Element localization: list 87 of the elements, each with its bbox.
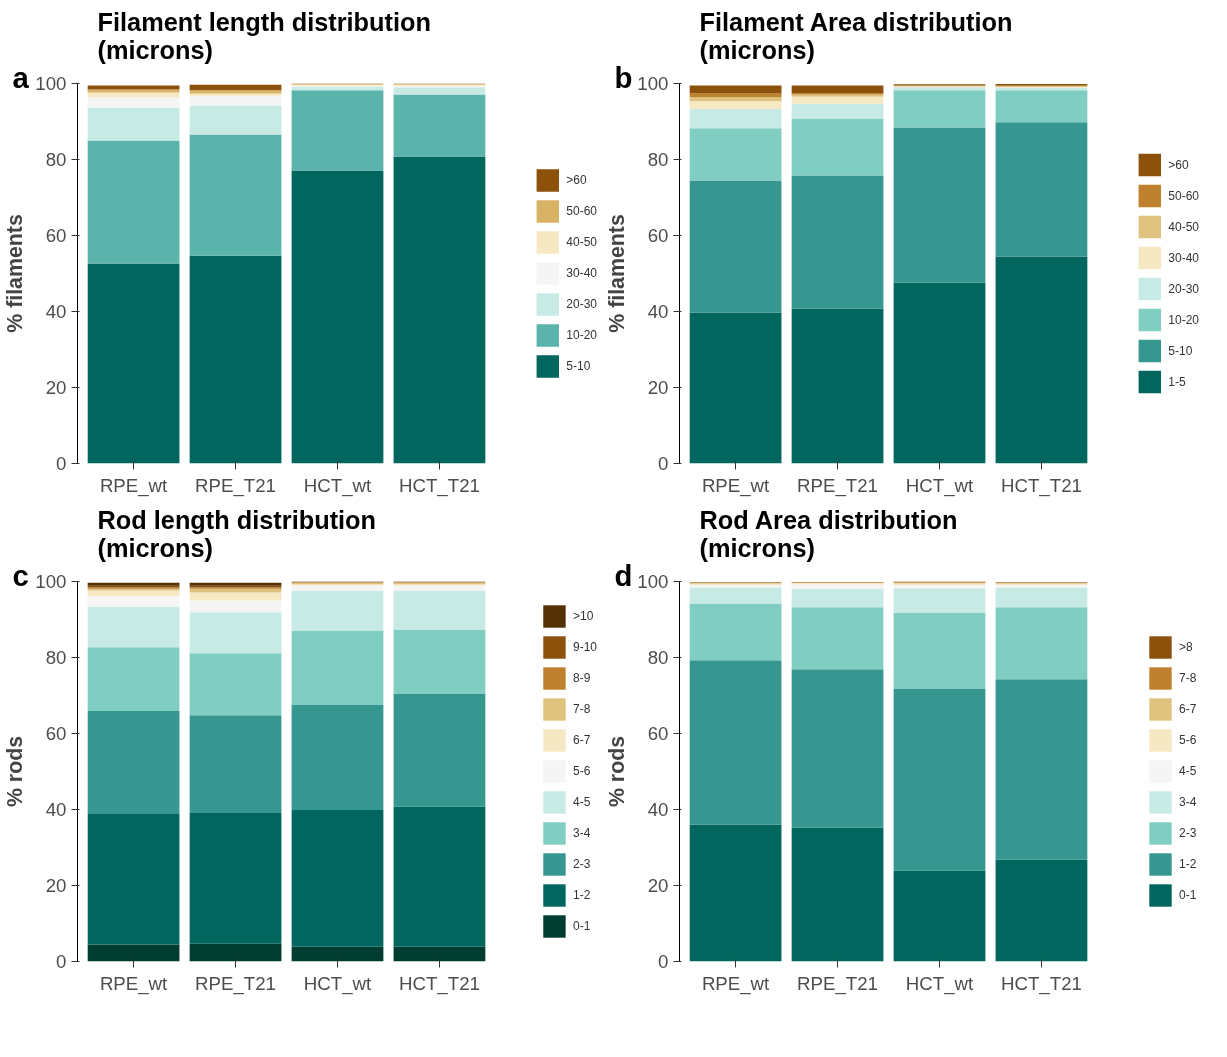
- chart-title: Rod length distribution (microns): [97, 505, 377, 562]
- legend-label: 7-8: [1179, 671, 1198, 685]
- x-tick-label: RPE_wt: [701, 972, 771, 995]
- y-axis-title: % rods: [605, 735, 630, 808]
- x-tick-label: HCT_T21: [1001, 972, 1082, 995]
- legend-label: 1-5: [1168, 374, 1187, 389]
- legend-label: 5-6: [572, 764, 592, 778]
- y-tick-label: 100: [35, 571, 67, 592]
- legend-label: 3-4: [572, 826, 592, 840]
- y-tick-label: 40: [647, 799, 669, 820]
- y-tick-label: 60: [647, 225, 669, 246]
- y-tick-label: 40: [45, 301, 67, 322]
- legend-label: 6-7: [572, 733, 592, 747]
- y-tick-label: 0: [658, 453, 669, 474]
- y-tick-label: 0: [56, 951, 67, 972]
- legend-label: 9-10: [572, 640, 597, 654]
- x-tick-label: HCT_wt: [905, 972, 974, 995]
- y-axis-title: % filaments: [605, 214, 630, 333]
- legend-label: 2-3: [1179, 826, 1198, 840]
- legend-label: 0-1: [572, 919, 592, 933]
- text: b: [614, 60, 633, 94]
- legend-label: 5-10: [566, 359, 591, 373]
- y-tick-label: 100: [35, 73, 67, 94]
- legend-label: 20-30: [566, 297, 597, 311]
- legend-label: >60: [1168, 157, 1189, 172]
- legend-label: 0-1: [1179, 888, 1198, 902]
- chart-title: Rod Area distribution (microns): [699, 505, 958, 562]
- legend-label: 5-6: [1179, 733, 1198, 747]
- y-tick-label: 20: [45, 377, 67, 398]
- legend-label: 50-60: [566, 204, 597, 218]
- x-tick-label: HCT_T21: [399, 474, 480, 497]
- legend-label: 10-20: [1168, 312, 1199, 327]
- y-axis-title: % filaments: [3, 214, 28, 333]
- y-tick-label: 40: [647, 301, 669, 322]
- legend-label: 8-9: [572, 671, 592, 685]
- y-tick-label: 20: [647, 377, 669, 398]
- y-tick-label: 20: [647, 875, 669, 896]
- y-tick-label: 60: [647, 723, 669, 744]
- legend-label: 4-5: [1179, 764, 1198, 778]
- x-tick-label: RPE_wt: [701, 474, 771, 497]
- x-tick-label: RPE_T21: [797, 474, 878, 497]
- y-tick-label: 80: [647, 647, 669, 668]
- y-tick-label: 40: [45, 799, 67, 820]
- y-tick-label: 0: [56, 453, 67, 474]
- legend-label: 3-4: [1179, 795, 1198, 809]
- x-tick-label: HCT_T21: [399, 972, 480, 995]
- y-axis-title: % rods: [3, 735, 28, 808]
- legend-label: 6-7: [1179, 702, 1198, 716]
- legend-label: 5-10: [1168, 343, 1193, 358]
- y-tick-label: 20: [45, 875, 67, 896]
- x-tick-label: HCT_T21: [1001, 474, 1082, 497]
- legend-label: 30-40: [566, 266, 597, 280]
- legend-label: >10: [572, 609, 594, 623]
- text: d: [614, 558, 633, 592]
- legend-label: >8: [1179, 640, 1194, 654]
- x-tick-label: RPE_T21: [195, 972, 276, 995]
- x-tick-label: HCT_wt: [303, 474, 372, 497]
- y-tick-label: 80: [45, 647, 67, 668]
- y-tick-label: 60: [45, 225, 67, 246]
- legend-label: 2-3: [572, 857, 592, 871]
- y-tick-label: 100: [637, 73, 669, 94]
- legend-label: 40-50: [1168, 219, 1199, 234]
- legend-label: >60: [566, 173, 587, 187]
- text: c: [12, 558, 29, 592]
- x-tick-label: RPE_wt: [99, 972, 169, 995]
- text: a: [12, 60, 30, 94]
- x-tick-label: RPE_T21: [797, 972, 878, 995]
- legend-label: 30-40: [1168, 250, 1199, 265]
- y-tick-label: 80: [45, 149, 67, 170]
- legend-label: 10-20: [566, 328, 597, 342]
- y-tick-label: 60: [45, 723, 67, 744]
- legend-label: 7-8: [572, 702, 592, 716]
- x-tick-label: HCT_wt: [905, 474, 974, 497]
- legend-label: 1-2: [1179, 857, 1198, 871]
- legend-label: 1-2: [572, 888, 592, 902]
- legend-label: 40-50: [566, 235, 597, 249]
- legend-label: 20-30: [1168, 281, 1199, 296]
- x-tick-label: RPE_T21: [195, 474, 276, 497]
- y-tick-label: 0: [658, 951, 669, 972]
- legend-label: 4-5: [572, 795, 592, 809]
- chart-title: Filament length distribution (microns): [97, 7, 431, 64]
- x-tick-label: RPE_wt: [99, 474, 169, 497]
- chart-title: Filament Area distribution (microns): [699, 7, 1013, 64]
- y-tick-label: 80: [647, 149, 669, 170]
- y-tick-label: 100: [637, 571, 669, 592]
- x-tick-label: HCT_wt: [303, 972, 372, 995]
- legend-label: 50-60: [1168, 188, 1199, 203]
